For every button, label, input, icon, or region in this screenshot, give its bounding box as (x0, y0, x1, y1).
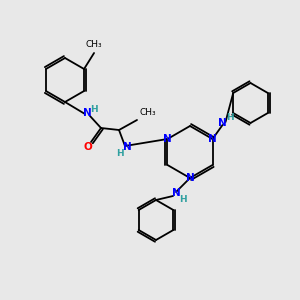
Text: N: N (82, 108, 91, 118)
Text: N: N (208, 134, 217, 144)
Text: CH₃: CH₃ (139, 108, 156, 117)
Text: N: N (163, 134, 172, 144)
Text: H: H (116, 148, 124, 158)
Text: H: H (179, 194, 187, 203)
Text: N: N (218, 118, 227, 128)
Text: N: N (172, 188, 180, 198)
Text: CH₃: CH₃ (86, 40, 102, 49)
Text: N: N (123, 142, 131, 152)
Text: O: O (84, 142, 92, 152)
Text: H: H (90, 106, 98, 115)
Text: N: N (186, 173, 194, 183)
Text: H: H (226, 113, 233, 122)
